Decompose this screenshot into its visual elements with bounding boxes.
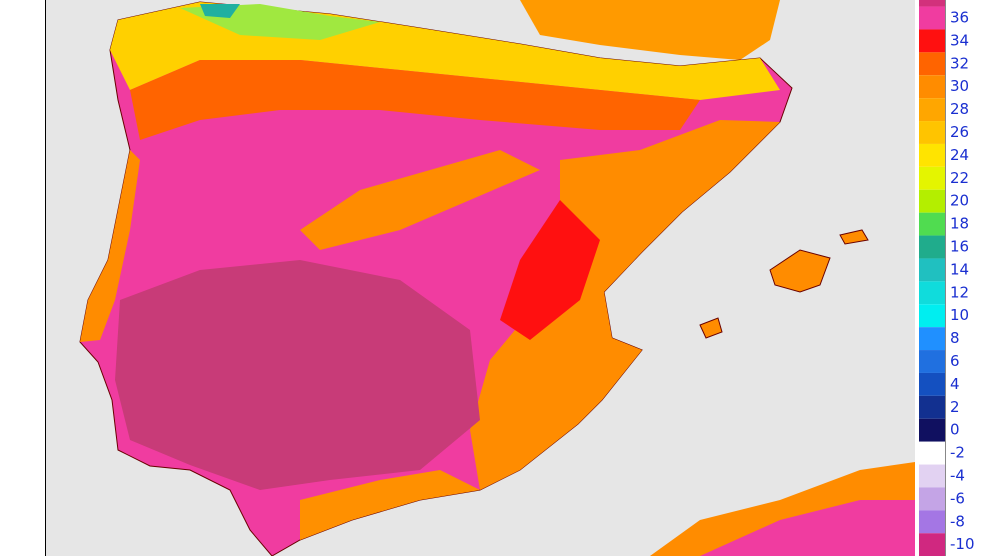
legend-swatch: [919, 327, 945, 351]
legend-label: 2: [950, 398, 960, 416]
legend-swatch: [919, 395, 945, 419]
legend-label: -4: [950, 467, 965, 485]
legend-swatch: [919, 143, 945, 167]
legend-swatch: [919, 350, 945, 373]
legend-swatch: [919, 441, 945, 465]
legend-swatch: [919, 6, 945, 30]
legend-label: 26: [950, 123, 969, 141]
mallorca: [769, 249, 831, 293]
legend-label: 10: [950, 306, 969, 324]
legend-label: 20: [950, 192, 969, 210]
legend-swatch: [919, 212, 945, 236]
legend-swatch: [919, 29, 945, 53]
legend-label: 30: [950, 77, 969, 95]
legend-swatch: [919, 121, 945, 144]
southwest-hot: [115, 260, 480, 490]
north-africa-hot: [700, 500, 915, 556]
menorca: [839, 229, 869, 245]
legend-label: 22: [950, 169, 969, 187]
legend-label: 8: [950, 329, 960, 347]
legend: 38363432302826242220181614121086420-2-4-…: [919, 0, 975, 556]
legend-swatch: [919, 166, 945, 190]
legend-swatch: [919, 372, 945, 396]
north-inland: [130, 60, 700, 140]
legend-label: 32: [950, 54, 969, 72]
legend-label: -2: [950, 444, 965, 462]
legend-label: 12: [950, 283, 969, 301]
legend-label: 16: [950, 238, 969, 256]
legend-label: 18: [950, 215, 969, 233]
legend-label: 14: [950, 260, 969, 278]
france: [520, 0, 780, 60]
legend-label: 24: [950, 146, 969, 164]
legend-swatch: [919, 98, 945, 122]
legend-swatch: [919, 510, 945, 534]
legend-swatch: [919, 304, 945, 328]
legend-label: -8: [950, 512, 965, 530]
legend-label: -6: [950, 489, 965, 507]
legend-label: 36: [950, 9, 969, 27]
legend-label: -10: [950, 535, 975, 553]
legend-swatch: [919, 75, 945, 99]
legend-label: 34: [950, 31, 969, 49]
south-coast: [300, 470, 480, 540]
legend-swatch: [919, 487, 945, 511]
legend-label: 4: [950, 375, 960, 393]
legend-label: 38: [950, 0, 969, 4]
legend-swatch: [919, 189, 945, 213]
legend-label: 28: [950, 100, 969, 118]
legend-label: 6: [950, 352, 960, 370]
hot-zone: [500, 200, 600, 340]
legend-swatch: [919, 464, 945, 488]
legend-label: 0: [950, 421, 960, 439]
cold-peaks: [200, 4, 240, 18]
legend-swatch: [919, 235, 945, 259]
legend-swatch: [919, 52, 945, 76]
legend-swatch: [919, 418, 945, 442]
legend-swatch: [919, 533, 945, 556]
central-range: [300, 150, 540, 250]
legend-swatch: [919, 258, 945, 282]
portugal-coast: [80, 150, 140, 342]
ibiza: [699, 317, 723, 339]
legend-swatch: [919, 281, 945, 305]
legend-swatch: [919, 0, 945, 7]
east-coast: [470, 120, 780, 490]
